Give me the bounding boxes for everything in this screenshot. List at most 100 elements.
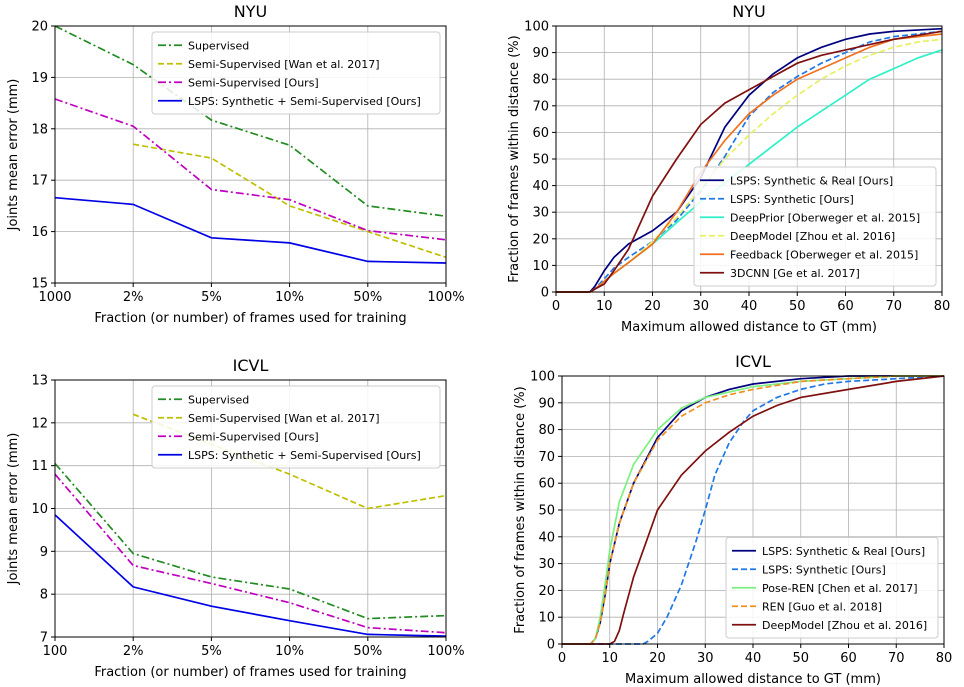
- legend-label-5: Feedback [Oberweger et al. 2015]: [730, 248, 918, 261]
- legend-label-2: Semi-Supervised [Wan et al. 2017]: [188, 412, 380, 425]
- legend-label-2: Semi-Supervised [Wan et al. 2017]: [188, 58, 380, 71]
- tick-label-x: 60: [840, 651, 857, 666]
- legend-label-3: Pose-REN [Chen et al. 2017]: [762, 582, 918, 595]
- legend-box: [693, 166, 937, 287]
- legend-label-1: Supervised: [188, 39, 249, 52]
- tick-label-x: 100%: [427, 644, 464, 659]
- chart-3: 100 2% 5% 10% 50% 100% 7 8 9 10 11 12 13 ICVL Fraction…: [6, 356, 465, 680]
- legend-label-5: DeepModel [Zhou et al. 2016]: [762, 619, 927, 632]
- legend-label-4: LSPS: Synthetic + Semi-Supervised [Ours]: [188, 449, 421, 462]
- tick-label-y: 100: [524, 20, 549, 35]
- chart-title: ICVL: [735, 352, 771, 371]
- chart-title: NYU: [234, 2, 267, 21]
- plot-frame: [54, 25, 447, 284]
- tick-label-y: 0: [541, 286, 549, 301]
- series-line-1: [556, 27, 943, 293]
- tick-label-y: 15: [31, 277, 48, 292]
- tick-label-y: 12: [31, 416, 48, 431]
- tick-label-y: 16: [31, 225, 48, 240]
- tick-label-x: 100%: [427, 290, 464, 305]
- legend: LSPS: Synthetic & Real [Ours] LSPS: Synth…: [693, 166, 937, 287]
- tick-label-y: 80: [538, 423, 555, 438]
- x-axis-label: Fraction (or number) of frames used for …: [94, 311, 406, 326]
- tick-label-x: 30: [692, 299, 709, 314]
- series-line-2: [133, 143, 447, 259]
- tick-label-x: 10%: [275, 290, 304, 305]
- tick-label-y: 70: [532, 99, 549, 114]
- legend: Supervised Semi-Supervised [Wan et al. 20…: [151, 31, 441, 115]
- tick-label-x: 70: [888, 651, 905, 666]
- tick-label-x: 20: [644, 299, 661, 314]
- chart-4: 0 10 20 30 40 50 60 70 80 0 10 20 30 40 50 60 70 80 90 100 I…: [513, 352, 952, 687]
- series-line-3: [562, 375, 944, 645]
- legend-label-1: LSPS: Synthetic & Real [Ours]: [762, 545, 925, 558]
- tick-label-x: 10: [596, 299, 613, 314]
- tick-label-y: 80: [532, 73, 549, 88]
- tick-label-y: 10: [31, 502, 48, 517]
- tick-label-x: 50%: [353, 290, 382, 305]
- tick-label-x: 10: [601, 651, 618, 666]
- tick-label-y: 40: [532, 179, 549, 194]
- tick-label-y: 40: [538, 530, 555, 545]
- legend: Supervised Semi-Supervised [Wan et al. 20…: [151, 385, 441, 469]
- tick-label-x: 20: [649, 651, 666, 666]
- chart-2: 0 10 20 30 40 50 60 70 80 0 10 20 30 40 50 60 70 80 90 100 N…: [507, 2, 950, 335]
- tick-label-y: 13: [31, 374, 48, 389]
- tick-label-x: 80: [934, 299, 951, 314]
- legend-label-3: Semi-Supervised [Ours]: [188, 76, 319, 89]
- y-axis-label: Fraction of frames within distance (%): [507, 35, 522, 282]
- legend-label-3: DeepPrior [Oberweger et al. 2015]: [730, 211, 920, 224]
- legend-box: [151, 385, 441, 469]
- tick-label-x: 50: [789, 299, 806, 314]
- legend-label-3: Semi-Supervised [Ours]: [188, 430, 319, 443]
- series-line-3: [54, 473, 447, 634]
- chart-title: ICVL: [233, 356, 269, 375]
- tick-label-y: 60: [532, 126, 549, 141]
- legend-label-2: LSPS: Synthetic [Ours]: [762, 563, 886, 576]
- legend-label-1: Supervised: [188, 393, 249, 406]
- legend-label-1: LSPS: Synthetic & Real [Ours]: [730, 174, 893, 187]
- series-line-4: [54, 196, 447, 264]
- series-line-6: [556, 30, 943, 293]
- series-line-2: [562, 375, 945, 645]
- chart-title: NYU: [732, 2, 765, 21]
- tick-label-x: 2%: [123, 644, 144, 659]
- tick-label-y: 50: [532, 153, 549, 168]
- legend: LSPS: Synthetic & Real [Ours] LSPS: Synth…: [725, 537, 939, 639]
- tick-label-y: 17: [31, 174, 48, 189]
- series-line-1: [54, 462, 447, 620]
- tick-label-y: 10: [532, 259, 549, 274]
- series-line-3: [54, 98, 447, 241]
- x-axis-label: Maximum allowed distance to GT (mm): [621, 320, 877, 335]
- tick-label-x: 50: [792, 651, 809, 666]
- tick-label-y: 0: [547, 638, 555, 653]
- tick-label-x: 70: [885, 299, 902, 314]
- y-axis-label: Fraction of frames within distance (%): [513, 386, 528, 633]
- legend-box: [725, 537, 939, 639]
- tick-label-y: 60: [538, 477, 555, 492]
- tick-label-x: 30: [697, 651, 714, 666]
- tick-label-x: 5%: [201, 290, 222, 305]
- series-line-5: [562, 375, 945, 645]
- tick-label-y: 70: [538, 450, 555, 465]
- tick-label-x: 10%: [275, 644, 304, 659]
- tick-label-x: 1000: [38, 290, 71, 305]
- tick-label-x: 0: [552, 299, 560, 314]
- legend-label-6: 3DCNN [Ge et al. 2017]: [730, 267, 860, 280]
- series-line-4: [54, 514, 447, 637]
- legend-label-4: LSPS: Synthetic + Semi-Supervised [Ours]: [188, 95, 421, 108]
- tick-label-x: 50%: [353, 644, 382, 659]
- tick-label-y: 10: [538, 611, 555, 626]
- tick-label-y: 19: [31, 71, 48, 86]
- legend-label-4: REN [Guo et al. 2018]: [762, 600, 882, 613]
- y-axis-label: Joints mean error (mm): [6, 79, 21, 232]
- tick-label-x: 0: [558, 651, 566, 666]
- x-axis-label: Fraction (or number) of frames used for …: [94, 665, 406, 680]
- x-axis-label: Maximum allowed distance to GT (mm): [625, 672, 881, 687]
- tick-label-y: 20: [31, 20, 48, 35]
- tick-label-x: 5%: [201, 644, 222, 659]
- chart-1: 1000 2% 5% 10% 50% 100% 15 16 17 18 19 20 NYU Fractio…: [6, 2, 465, 326]
- tick-label-y: 100: [530, 370, 555, 385]
- legend-label-2: LSPS: Synthetic [Ours]: [730, 193, 854, 206]
